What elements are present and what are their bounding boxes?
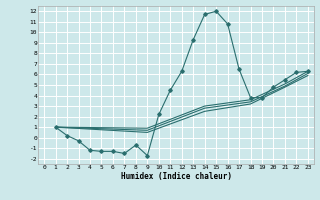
X-axis label: Humidex (Indice chaleur): Humidex (Indice chaleur) [121,172,231,181]
